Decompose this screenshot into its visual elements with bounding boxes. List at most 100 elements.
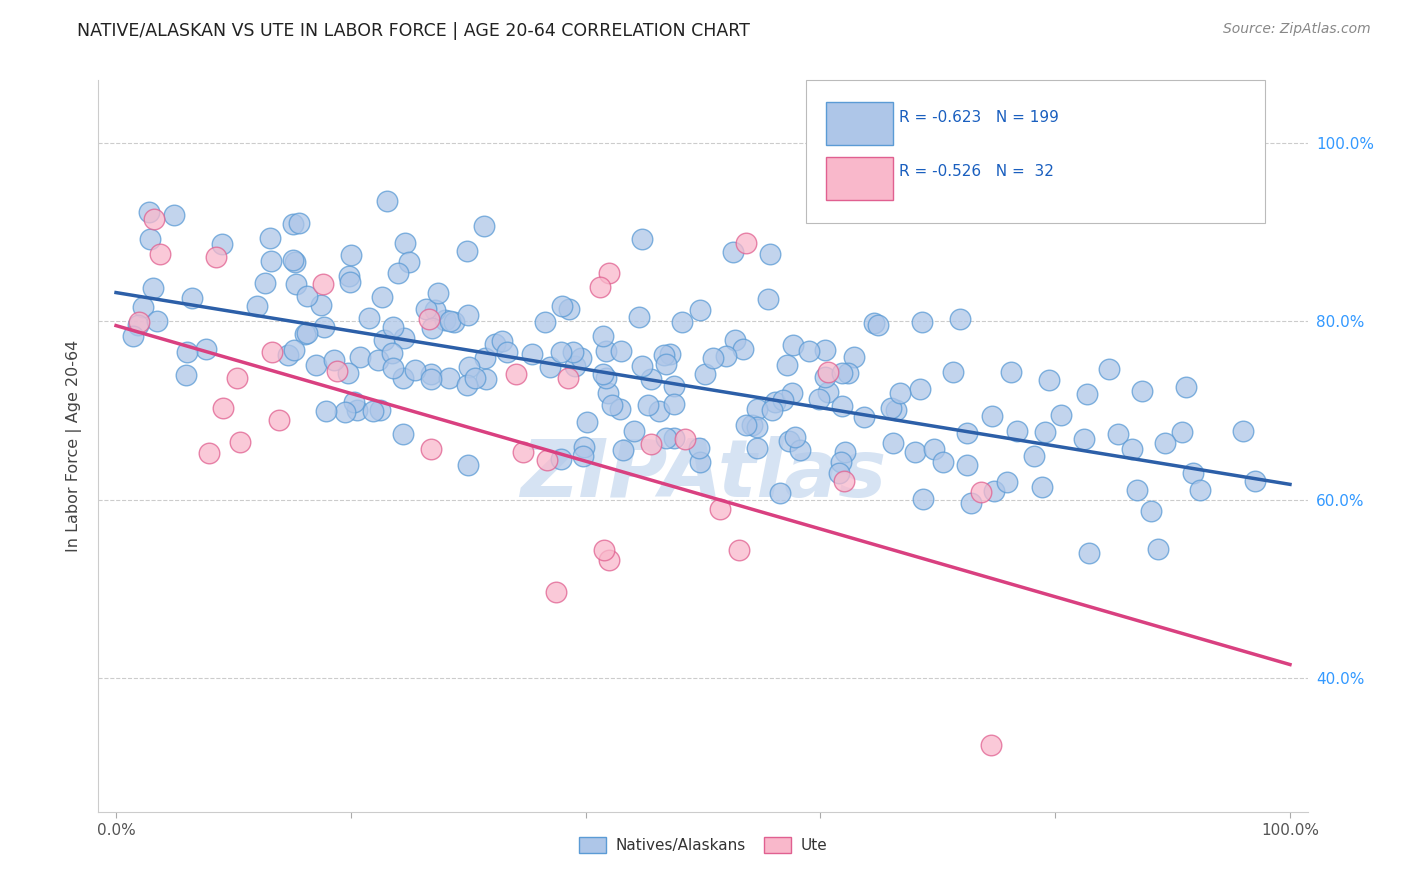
Point bbox=[562, 345, 585, 359]
Point bbox=[569, 351, 592, 366]
Point bbox=[970, 485, 993, 500]
Point bbox=[294, 326, 316, 341]
Point bbox=[724, 333, 747, 347]
Point bbox=[592, 367, 614, 381]
Point bbox=[1073, 432, 1095, 446]
Point bbox=[882, 436, 904, 450]
Point bbox=[689, 455, 711, 469]
Point bbox=[995, 475, 1018, 490]
FancyBboxPatch shape bbox=[827, 103, 893, 145]
Point bbox=[127, 318, 149, 332]
Point bbox=[693, 367, 716, 381]
Point bbox=[392, 331, 415, 345]
Point bbox=[283, 343, 305, 358]
Legend: Natives/Alaskans, Ute: Natives/Alaskans, Ute bbox=[572, 830, 834, 859]
Point bbox=[368, 403, 391, 417]
Point bbox=[831, 367, 853, 381]
Point bbox=[174, 368, 197, 382]
Point bbox=[783, 430, 806, 444]
Point bbox=[544, 585, 567, 599]
Point bbox=[1244, 474, 1267, 488]
Point bbox=[558, 301, 581, 316]
Point bbox=[427, 286, 450, 301]
Y-axis label: In Labor Force | Age 20-64: In Labor Force | Age 20-64 bbox=[66, 340, 83, 552]
Point bbox=[1121, 442, 1143, 457]
Point bbox=[834, 444, 856, 458]
Point bbox=[1098, 362, 1121, 376]
Point bbox=[828, 466, 851, 480]
Point bbox=[339, 275, 361, 289]
Point bbox=[304, 359, 326, 373]
Point bbox=[359, 311, 381, 326]
Point bbox=[437, 371, 460, 385]
Point bbox=[658, 347, 681, 361]
Point bbox=[226, 371, 249, 385]
Point bbox=[149, 246, 172, 260]
Point bbox=[394, 235, 416, 250]
Point bbox=[662, 431, 685, 445]
Point bbox=[456, 244, 478, 258]
Point bbox=[949, 312, 972, 326]
Point bbox=[340, 247, 363, 261]
Point bbox=[980, 738, 1002, 752]
Point bbox=[1181, 466, 1204, 480]
Text: R = -0.623   N = 199: R = -0.623 N = 199 bbox=[898, 110, 1059, 125]
Point bbox=[1000, 365, 1022, 379]
Point bbox=[1153, 435, 1175, 450]
Point bbox=[415, 302, 437, 317]
Point bbox=[714, 349, 737, 363]
Point bbox=[128, 315, 150, 329]
Point bbox=[637, 398, 659, 412]
Point bbox=[382, 361, 405, 376]
Point bbox=[309, 298, 332, 312]
Point bbox=[648, 404, 671, 418]
Point bbox=[142, 212, 165, 227]
Point bbox=[335, 405, 357, 419]
Point bbox=[1130, 384, 1153, 398]
Point bbox=[371, 290, 394, 304]
Point bbox=[884, 403, 907, 417]
Point bbox=[747, 419, 769, 434]
Point bbox=[1005, 425, 1028, 439]
Point bbox=[496, 345, 519, 359]
Point bbox=[721, 244, 744, 259]
Point bbox=[609, 402, 631, 417]
Point bbox=[283, 217, 305, 231]
Point bbox=[756, 292, 779, 306]
Point bbox=[457, 308, 479, 322]
Point bbox=[955, 458, 977, 473]
Point bbox=[983, 484, 1005, 499]
Point bbox=[131, 300, 153, 314]
Point bbox=[311, 277, 333, 292]
Point bbox=[844, 350, 866, 364]
Point bbox=[912, 491, 935, 506]
Point bbox=[889, 386, 911, 401]
Point bbox=[758, 246, 780, 260]
Point bbox=[593, 542, 616, 557]
Point bbox=[689, 303, 711, 318]
Point bbox=[373, 333, 395, 347]
Point bbox=[550, 345, 572, 359]
Point bbox=[572, 440, 595, 454]
Point bbox=[595, 371, 617, 385]
Point bbox=[576, 415, 599, 429]
Point bbox=[534, 315, 557, 329]
Point bbox=[734, 417, 756, 432]
Point bbox=[557, 371, 579, 385]
Point bbox=[600, 399, 623, 413]
Point bbox=[831, 399, 853, 413]
Point bbox=[443, 315, 465, 329]
Point bbox=[464, 371, 486, 385]
Point bbox=[592, 329, 614, 343]
Point bbox=[908, 382, 931, 396]
Point bbox=[398, 255, 420, 269]
Point bbox=[536, 453, 558, 467]
Point bbox=[817, 365, 839, 379]
Point bbox=[254, 277, 277, 291]
Point bbox=[1049, 408, 1071, 422]
Point bbox=[866, 318, 889, 332]
Point bbox=[142, 281, 165, 295]
Point bbox=[146, 314, 169, 328]
Point bbox=[474, 351, 496, 366]
Point bbox=[205, 250, 228, 264]
